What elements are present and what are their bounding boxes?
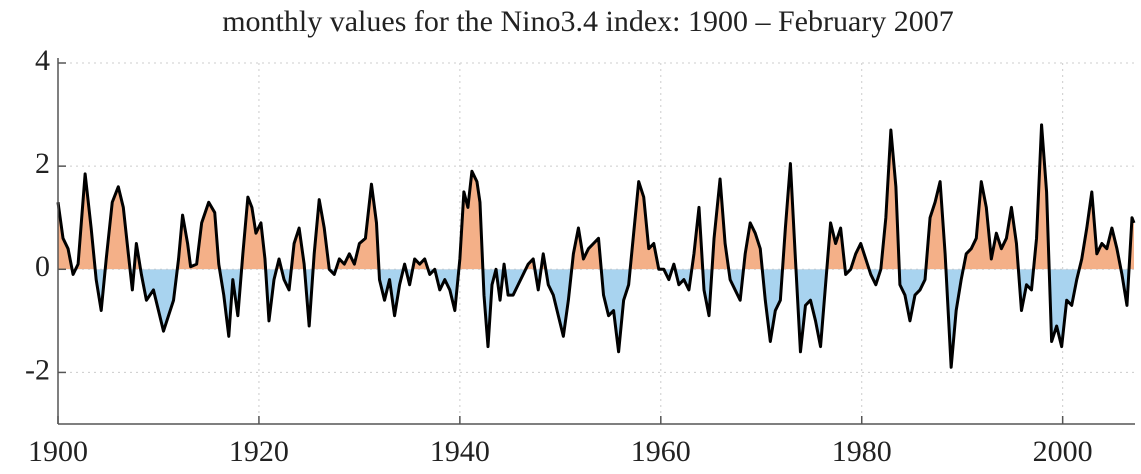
chart-title: monthly values for the Nino3.4 index: 19… bbox=[222, 5, 954, 38]
negative-area bbox=[58, 269, 1134, 368]
y-tick-label: 4 bbox=[35, 44, 50, 77]
y-tick-label: 2 bbox=[35, 147, 50, 180]
x-tick-label: 1920 bbox=[229, 435, 289, 468]
y-tick-label: -2 bbox=[25, 353, 50, 386]
x-tick-label: 2000 bbox=[1033, 435, 1093, 468]
x-tick-label: 1900 bbox=[28, 435, 88, 468]
x-tick-label: 1960 bbox=[631, 435, 691, 468]
y-tick-label: 0 bbox=[35, 250, 50, 283]
x-tick-label: 1980 bbox=[832, 435, 892, 468]
index-line bbox=[56, 123, 1136, 369]
x-tick-label: 1940 bbox=[430, 435, 490, 468]
